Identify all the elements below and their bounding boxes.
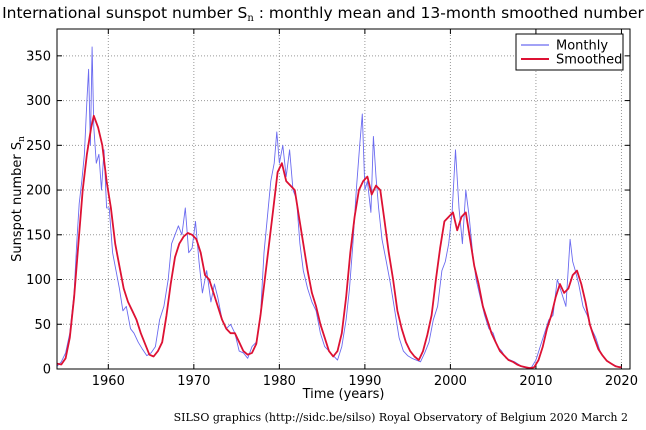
legend-label-monthly: Monthly [556,39,608,54]
axis-ticks: 1960 1970 1980 1990 2000 2010 2020 0 50 100 150 200… [26,29,638,389]
y-tick-label: 150 [26,228,51,243]
x-tick-label: 1970 [177,374,210,389]
y-tick-label: 300 [26,94,51,109]
chart-series [56,46,622,370]
legend-label-smoothed: Smoothed [556,53,622,68]
svg-text:Sunspot number Sn: Sunspot number Sn [10,136,27,262]
series-line-smoothed [56,114,622,370]
y-tick-label: 0 [43,363,51,378]
legend: Monthly Smoothed [515,33,624,71]
chart-title-main: International sunspot number S [2,4,248,22]
plot-frame [56,28,631,370]
legend-box [515,33,624,71]
x-tick-label: 2000 [434,374,467,389]
y-tick-label: 200 [26,184,51,199]
chart-title: International sunspot number Sn : monthl… [0,4,646,24]
x-tick-label: 1980 [263,374,296,389]
series-line-monthly [56,46,622,369]
x-axis-label: Time (years) [302,387,385,402]
x-tick-label: 2020 [605,374,638,389]
y-tick-label: 250 [26,139,51,154]
y-axis-label-text: Sunspot number S [10,142,25,262]
chart-title-subscript: n [247,13,254,24]
credit-text: SILSO graphics (http://sidc.be/silso) Ro… [173,411,628,424]
y-axis-label: Sunspot number Sn [10,136,27,262]
x-tick-label: 2010 [519,374,552,389]
y-tick-label: 50 [34,318,51,333]
x-tick-label: 1990 [348,374,381,389]
y-tick-label: 350 [26,49,51,64]
y-tick-label: 100 [26,273,51,288]
chart-title-rest: : monthly mean and 13-month smoothed num… [253,4,644,22]
y-axis-label-subscript: n [17,136,27,142]
x-tick-label: 1960 [92,374,125,389]
